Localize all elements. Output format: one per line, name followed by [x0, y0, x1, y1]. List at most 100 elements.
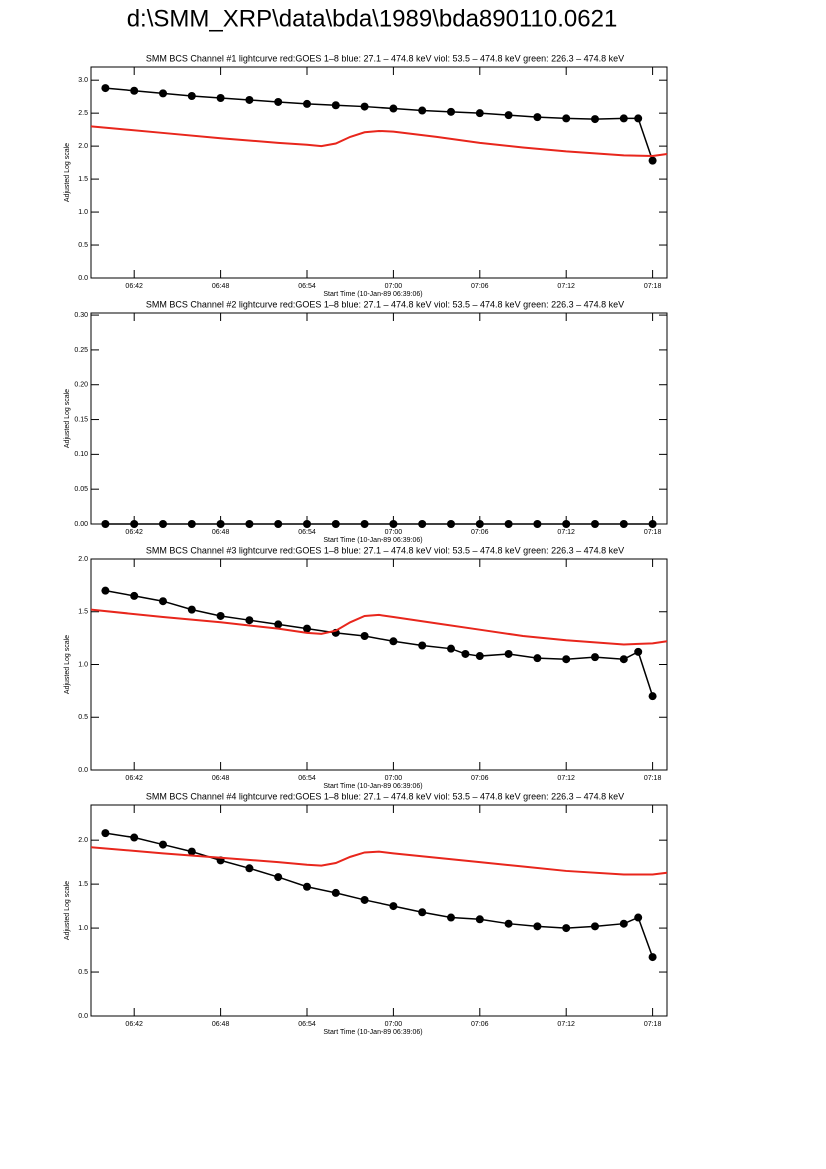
data-point — [504, 919, 513, 928]
plot-frame — [90, 312, 668, 525]
data-point — [475, 652, 484, 661]
data-point — [447, 107, 455, 116]
data-point — [130, 591, 139, 600]
data-point — [475, 109, 484, 118]
data-point — [562, 520, 571, 528]
data-point — [648, 520, 657, 528]
plot-frame — [90, 558, 668, 771]
data-point — [634, 647, 643, 656]
x-tick-label: 06:54 — [298, 1021, 316, 1028]
data-point — [101, 829, 110, 838]
x-tick-label: 07:18 — [644, 529, 662, 536]
y-tick-label: 0.25 — [74, 347, 88, 354]
data-point — [648, 692, 657, 701]
x-tick-label: 06:42 — [125, 775, 143, 782]
data-point — [591, 520, 599, 528]
data-point — [418, 908, 427, 917]
x-tick-label: 07:06 — [471, 775, 489, 782]
data-point — [303, 99, 311, 108]
x-tick-label: 06:54 — [298, 775, 316, 782]
x-tick-label: 07:06 — [471, 1021, 489, 1028]
y-tick-label: 2.5 — [78, 110, 88, 117]
data-point — [101, 586, 110, 595]
x-tick-label: 07:06 — [471, 529, 489, 536]
x-axis-label: Start Time (10-Jan-89 06:39:06) — [323, 537, 422, 544]
data-point — [274, 620, 283, 629]
x-tick-label: 07:18 — [644, 775, 662, 782]
data-point — [360, 520, 369, 528]
data-point — [591, 922, 599, 931]
data-point — [504, 520, 513, 528]
data-point — [619, 114, 628, 123]
y-tick-label: 0.10 — [74, 451, 88, 458]
data-point — [303, 520, 311, 528]
data-point — [533, 113, 542, 122]
data-point — [533, 654, 542, 663]
data-point — [533, 520, 542, 528]
y-tick-label: 0.30 — [74, 312, 88, 319]
x-tick-label: 07:00 — [385, 529, 403, 536]
x-axis-label: Start Time (10-Jan-89 06:39:06) — [323, 1029, 422, 1036]
data-point — [504, 111, 513, 120]
data-point — [389, 902, 398, 911]
data-point — [533, 922, 542, 931]
x-tick-label: 06:48 — [212, 529, 230, 536]
data-point — [159, 89, 167, 98]
panel: SMM BCS Channel #1 lightcurve red:GOES 1… — [64, 53, 668, 298]
y-axis-label: Adjusted Log scale — [64, 389, 71, 448]
data-point — [447, 644, 455, 653]
x-tick-label: 06:48 — [212, 283, 230, 290]
y-tick-label: 1.0 — [78, 925, 88, 932]
data-point — [634, 114, 643, 123]
y-tick-label: 0.5 — [78, 969, 88, 976]
y-tick-label: 0.00 — [74, 521, 88, 528]
data-point — [360, 102, 369, 111]
data-point — [591, 653, 599, 662]
x-tick-label: 07:06 — [471, 283, 489, 290]
data-point — [619, 655, 628, 664]
data-point — [648, 156, 657, 165]
panel: SMM BCS Channel #2 lightcurve red:GOES 1… — [64, 299, 668, 544]
data-point — [159, 840, 167, 849]
panel-title: SMM BCS Channel #3 lightcurve red:GOES 1… — [146, 545, 624, 555]
y-tick-label: 0.5 — [78, 242, 88, 249]
data-point — [216, 93, 225, 102]
x-tick-label: 06:54 — [298, 529, 316, 536]
data-point — [389, 104, 398, 113]
y-tick-label: 2.0 — [78, 556, 88, 563]
data-point — [418, 106, 427, 115]
data-point — [274, 520, 283, 528]
data-point — [360, 632, 369, 641]
data-point — [331, 101, 340, 110]
data-point — [562, 114, 571, 123]
x-tick-label: 07:00 — [385, 283, 403, 290]
y-axis-label: Adjusted Log scale — [64, 143, 71, 202]
data-point — [303, 624, 311, 633]
y-tick-label: 0.20 — [74, 382, 88, 389]
panel-title: SMM BCS Channel #1 lightcurve red:GOES 1… — [146, 53, 624, 63]
x-tick-label: 06:48 — [212, 775, 230, 782]
page-title: d:\SMM_XRP\data\bda\1989\bda890110.0621 — [127, 5, 618, 32]
y-tick-label: 0.05 — [74, 486, 88, 493]
data-point — [418, 641, 427, 650]
x-tick-label: 07:18 — [644, 283, 662, 290]
x-tick-label: 07:18 — [644, 1021, 662, 1028]
y-tick-label: 0.15 — [74, 416, 88, 423]
data-point — [216, 611, 225, 620]
data-point — [389, 637, 398, 646]
data-point — [274, 97, 283, 106]
data-point — [360, 895, 369, 904]
data-point — [447, 520, 455, 528]
data-point — [274, 873, 283, 882]
series-line — [91, 125, 668, 158]
data-point — [130, 86, 139, 95]
data-point — [475, 520, 484, 528]
x-tick-label: 07:12 — [557, 283, 575, 290]
series-line — [91, 846, 668, 876]
y-tick-label: 1.0 — [78, 661, 88, 668]
data-point — [303, 882, 311, 891]
x-tick-label: 06:42 — [125, 1021, 143, 1028]
data-point — [159, 597, 167, 606]
y-tick-label: 1.5 — [78, 881, 88, 888]
